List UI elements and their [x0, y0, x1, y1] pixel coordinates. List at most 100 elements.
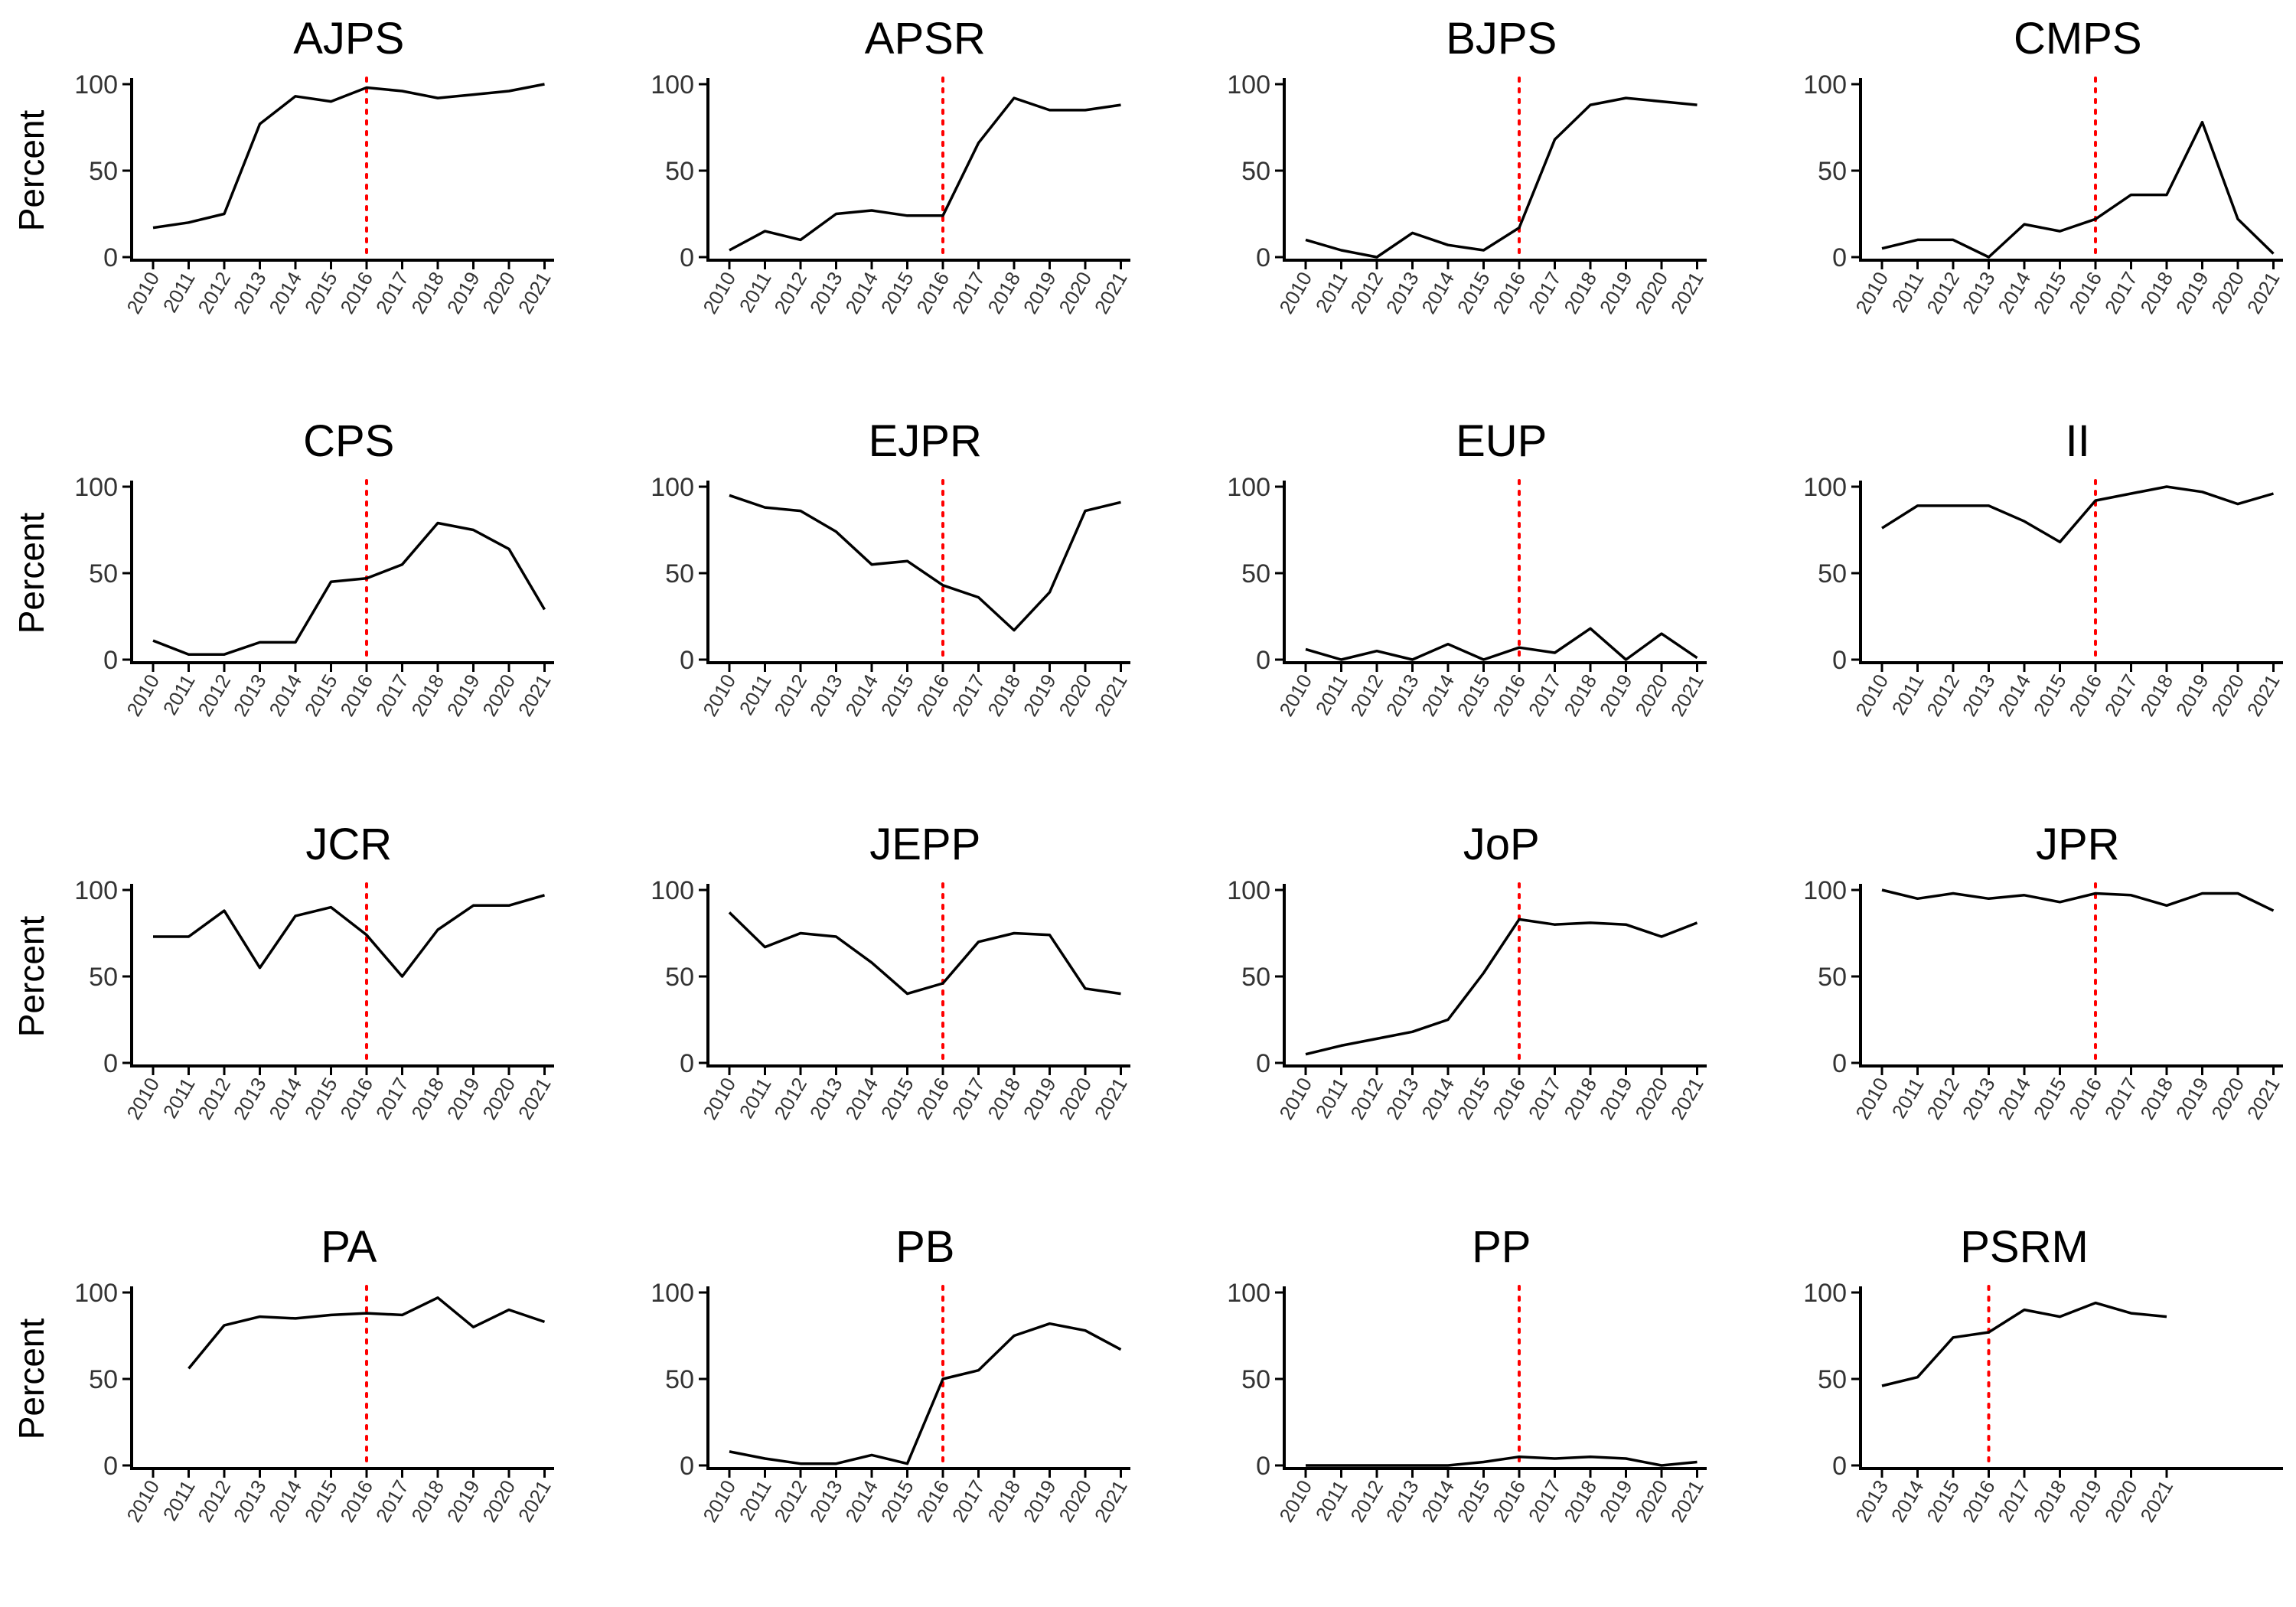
y-tick-label: 0	[1256, 1049, 1270, 1078]
series-line	[1306, 1455, 1698, 1467]
x-tick-label: 2012	[769, 1476, 811, 1526]
x-tick-label: 2013	[1381, 1074, 1424, 1123]
x-tick-label: 2014	[1417, 670, 1459, 720]
x-tick-label: 2016	[335, 1074, 377, 1123]
series-line	[729, 494, 1121, 632]
x-tick-label: 2012	[1345, 670, 1388, 720]
x-tick-label: 2013	[1381, 670, 1424, 720]
x-tick-label: 2013	[805, 1476, 847, 1526]
series-line	[1881, 1301, 2167, 1387]
x-tick-label: 2020	[1054, 1476, 1096, 1526]
x-tick-label: 2015	[876, 1476, 918, 1526]
x-tick-label: 2016	[335, 268, 377, 318]
x-tick-label: 2017	[947, 268, 990, 318]
panel-title: AJPS	[293, 14, 404, 64]
x-tick-label: 2010	[698, 1476, 740, 1526]
x-tick-label: 2021	[1666, 1476, 1708, 1526]
x-tick-label: 2011	[158, 268, 200, 316]
x-tick-label: 2014	[840, 1476, 882, 1526]
y-tick-label: 50	[665, 157, 694, 186]
x-tick-label: 2020	[1054, 1074, 1096, 1123]
x-tick-label: 2013	[1958, 268, 2000, 318]
x-tick-label: 2011	[1311, 268, 1352, 316]
x-tick-label: 2013	[805, 670, 847, 720]
x-tick-label: 2019	[2171, 1074, 2213, 1123]
x-tick-label: 2021	[1090, 1476, 1132, 1526]
series-line	[1305, 918, 1698, 1056]
x-tick-label: 2012	[769, 670, 811, 720]
y-tick-label: 100	[74, 70, 118, 99]
x-tick-label: 2019	[1595, 1074, 1637, 1123]
panel-bjps: BJPS050100201020112012201320142015201620…	[1227, 14, 1707, 318]
x-tick-label: 2020	[1630, 670, 1672, 720]
x-tick-label: 2019	[1595, 670, 1637, 720]
x-tick-label: 2013	[805, 1074, 847, 1123]
x-tick-label: 2013	[229, 1074, 271, 1123]
x-tick-label: 2015	[2029, 670, 2071, 720]
y-tick-label: 100	[1803, 1279, 1847, 1308]
x-tick-label: 2017	[1993, 1476, 2035, 1526]
x-tick-label: 2018	[406, 268, 448, 318]
x-tick-label: 2015	[2029, 1074, 2071, 1123]
x-tick-label: 2016	[912, 1074, 954, 1123]
x-tick-label: 2015	[300, 268, 342, 318]
series-line	[729, 96, 1121, 252]
y-tick-label: 0	[1832, 1452, 1847, 1481]
x-tick-label: 2021	[1090, 268, 1132, 318]
x-tick-label: 2011	[158, 1476, 200, 1524]
x-tick-label: 2010	[122, 1476, 164, 1526]
panel-title: JPR	[2036, 820, 2120, 869]
x-tick-label: 2021	[2135, 1476, 2177, 1526]
x-tick-label: 2020	[478, 1074, 520, 1123]
y-tick-label: 0	[1832, 243, 1847, 272]
x-tick-label: 2015	[1453, 268, 1495, 318]
x-tick-label: 2010	[122, 670, 164, 720]
x-tick-label: 2018	[406, 1074, 448, 1123]
x-tick-label: 2020	[1054, 268, 1096, 318]
x-tick-label: 2017	[947, 1476, 990, 1526]
x-tick-label: 2015	[876, 268, 918, 318]
panel-ajps: AJPSPercent05010020102011201220132014201…	[11, 14, 556, 318]
x-tick-label: 2017	[947, 670, 990, 720]
x-tick-label: 2019	[1019, 1074, 1061, 1123]
x-tick-label: 2017	[1524, 1476, 1566, 1526]
x-tick-label: 2020	[1054, 670, 1096, 720]
y-tick-label: 50	[1241, 963, 1270, 992]
x-tick-label: 2016	[335, 1476, 377, 1526]
y-tick-label: 100	[1227, 70, 1270, 99]
x-tick-label: 2016	[1488, 1476, 1530, 1526]
y-tick-label: 50	[665, 1365, 694, 1394]
series-line	[153, 894, 545, 978]
x-tick-label: 2015	[1453, 1074, 1495, 1123]
x-tick-label: 2010	[698, 1074, 740, 1123]
x-tick-label: 2013	[229, 670, 271, 720]
x-tick-label: 2010	[1274, 1476, 1316, 1526]
y-tick-label: 100	[1227, 876, 1270, 905]
y-tick-label: 0	[680, 1049, 694, 1078]
y-axis-label: Percent	[11, 110, 51, 232]
panel-psrm: PSRM050100201320142015201620172018201920…	[1803, 1222, 2283, 1526]
x-tick-label: 2012	[193, 1476, 235, 1526]
x-tick-label: 2017	[2100, 1074, 2142, 1123]
x-tick-label: 2011	[1311, 670, 1352, 719]
x-tick-label: 2018	[1559, 670, 1601, 720]
x-tick-label: 2020	[478, 268, 520, 318]
y-tick-label: 0	[1256, 646, 1270, 675]
y-tick-label: 0	[103, 1452, 118, 1481]
y-tick-label: 100	[1803, 876, 1847, 905]
x-tick-label: 2020	[478, 1476, 520, 1526]
y-tick-label: 50	[89, 559, 118, 588]
x-tick-label: 2020	[1630, 1476, 1672, 1526]
y-tick-label: 100	[74, 876, 118, 905]
x-tick-label: 2010	[1851, 1074, 1893, 1123]
x-tick-label: 2010	[1851, 268, 1893, 318]
x-tick-label: 2012	[193, 670, 235, 720]
panel-cmps: CMPS050100201020112012201320142015201620…	[1803, 14, 2284, 318]
panel-pb: PB 0 50 100 20102011201220132014201520162017…	[651, 1222, 1131, 1526]
x-tick-label: 2013	[1958, 1074, 2000, 1123]
x-tick-label: 2013	[1851, 1476, 1893, 1526]
series-line	[729, 1322, 1122, 1465]
panel-title: BJPS	[1446, 14, 1557, 64]
x-tick-label: 2018	[1559, 1074, 1601, 1123]
series-line	[152, 521, 546, 656]
